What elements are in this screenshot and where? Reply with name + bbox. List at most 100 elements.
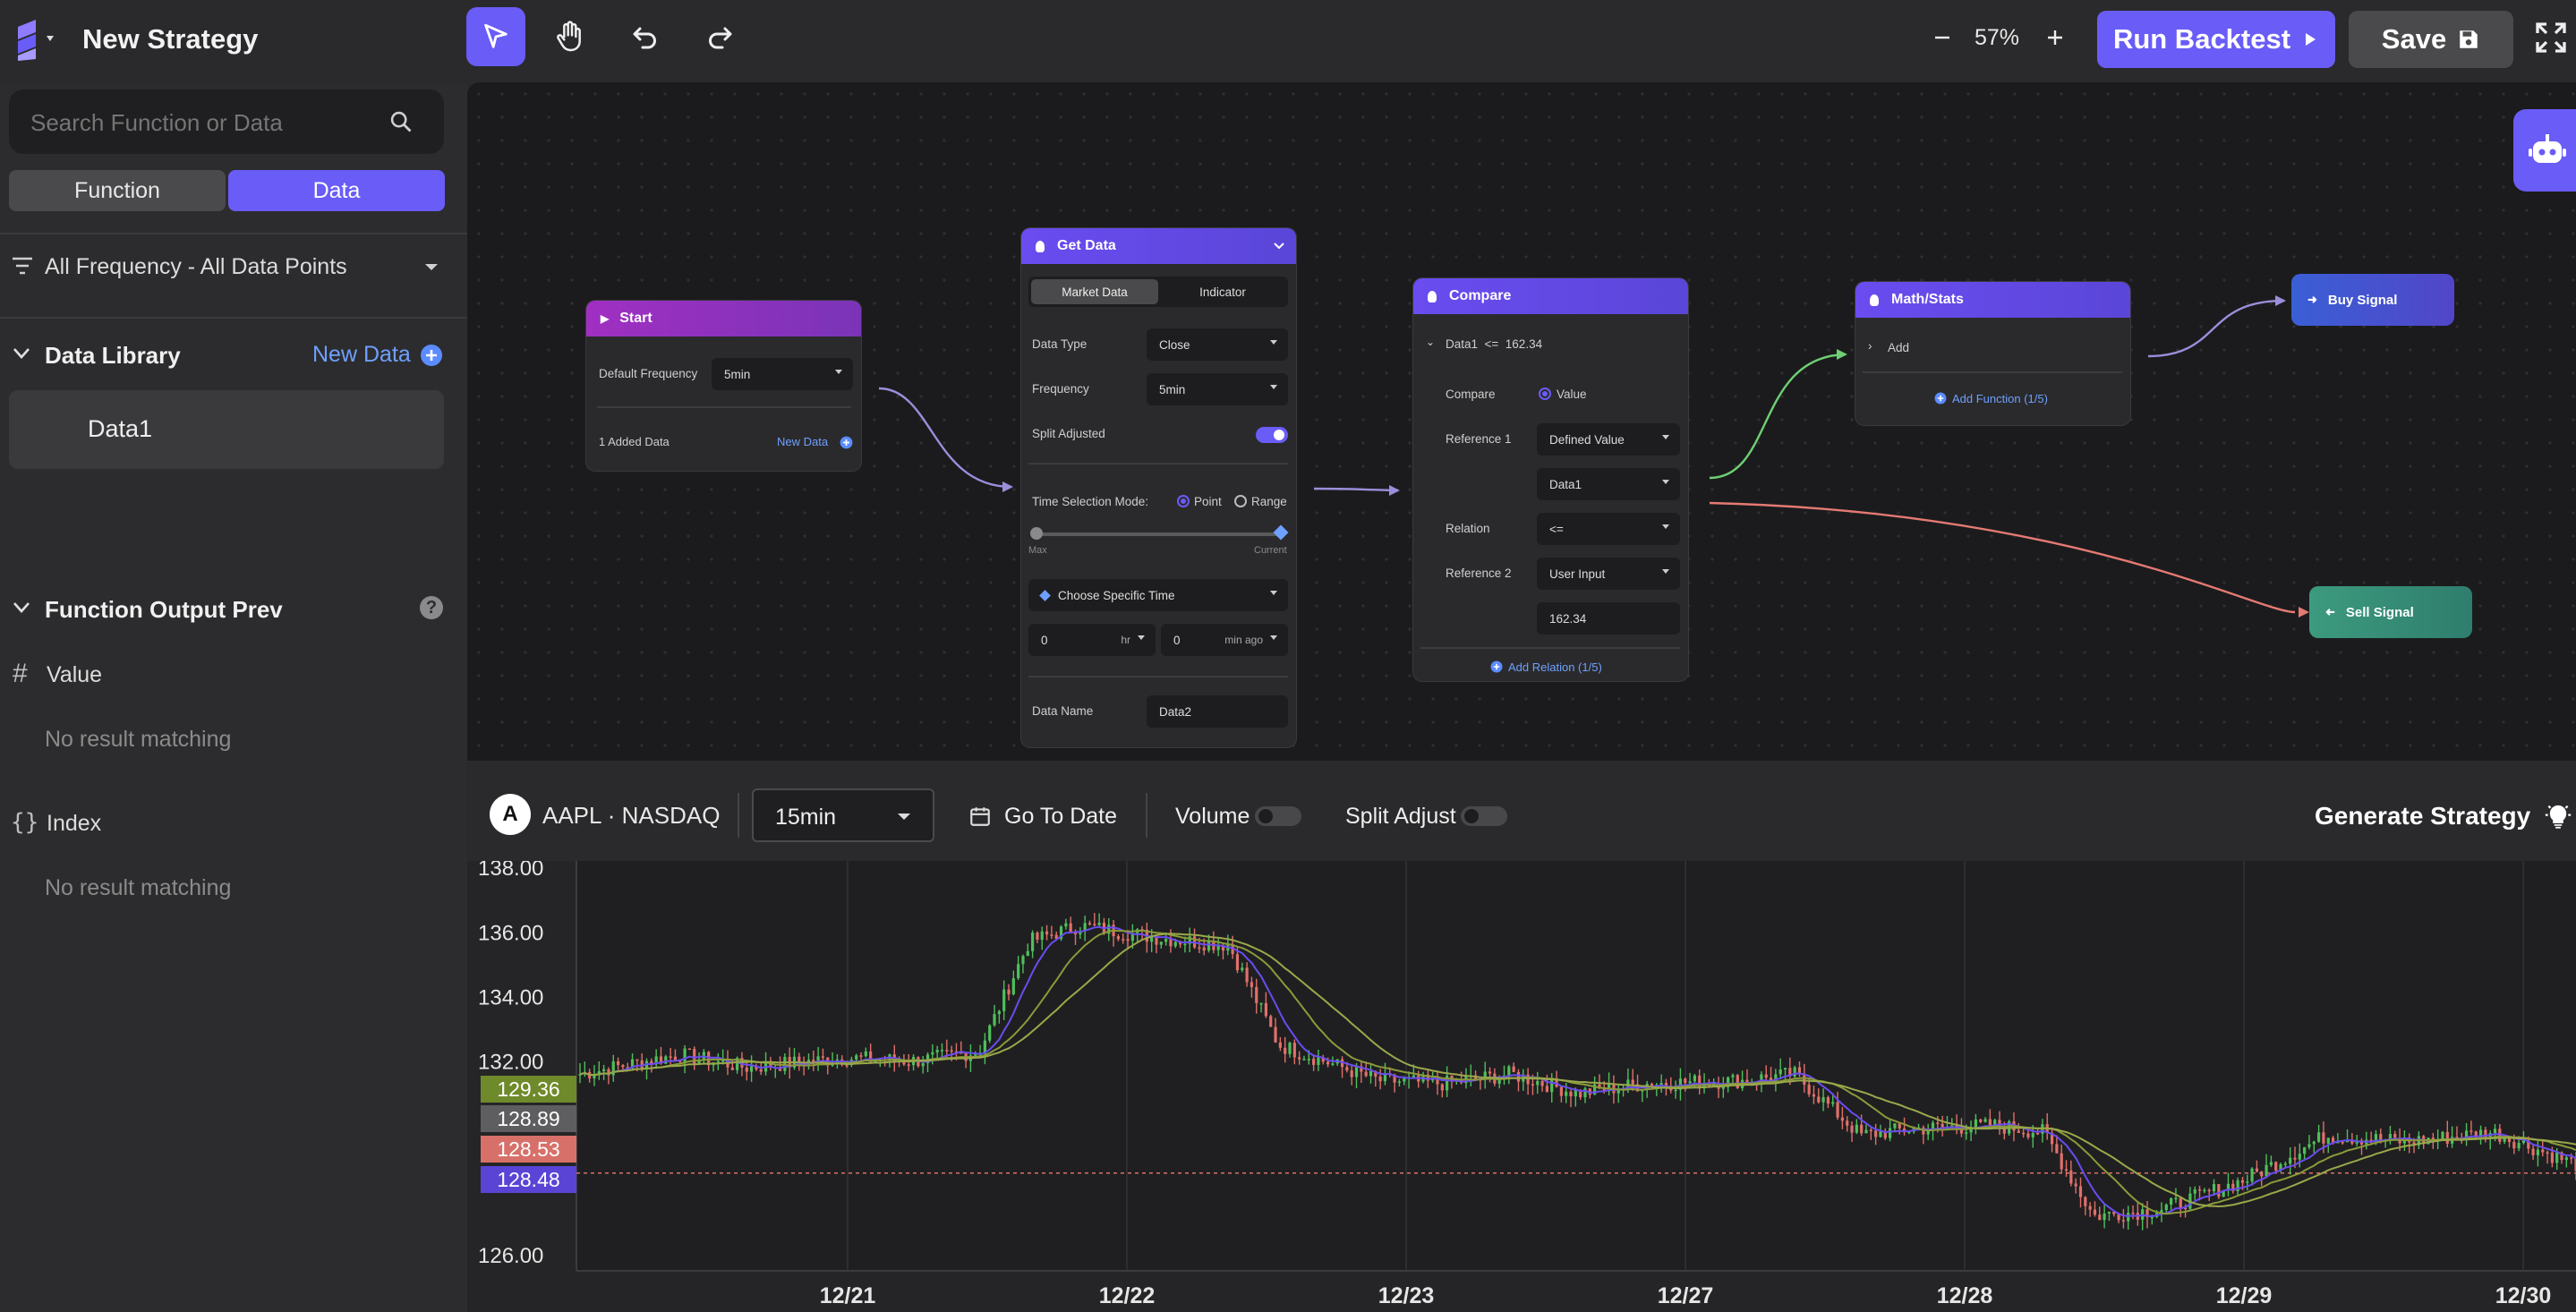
candle <box>2464 1130 2469 1140</box>
candle <box>1340 1059 1344 1068</box>
time-slider[interactable] <box>1030 524 1289 541</box>
strategy-canvas[interactable]: ▶ Start Default Frequency 5min 1 Added D… <box>467 82 2576 761</box>
candle <box>1760 1074 1763 1084</box>
strategy-title[interactable]: New Strategy <box>82 23 259 55</box>
math-item-add[interactable]: Add <box>1888 341 1910 354</box>
run-backtest-button[interactable]: Run Backtest <box>2097 11 2335 68</box>
get-data-divider <box>1028 463 1288 464</box>
candle <box>855 1055 858 1060</box>
diamond-icon <box>1039 589 1051 601</box>
default-frequency-select[interactable]: 5min <box>712 358 853 390</box>
start-node-header[interactable]: ▶ Start <box>586 301 861 337</box>
candle <box>960 1052 963 1054</box>
get-data-tabs: Market Data Indicator <box>1028 277 1288 307</box>
interval-select[interactable]: 15min <box>752 788 934 842</box>
reference2-input[interactable]: 162.34 <box>1537 602 1680 635</box>
zoom-in-button[interactable] <box>2037 20 2073 55</box>
hours-input[interactable]: 0 hr <box>1028 624 1156 656</box>
y-tick-label: 132.00 <box>478 1051 543 1075</box>
price-tag-ma-short: 128.48 <box>481 1166 576 1193</box>
tab-function[interactable]: Function <box>9 170 226 211</box>
split-adjust-toggle[interactable] <box>1461 806 1507 826</box>
tab-market-data[interactable]: Market Data <box>1031 279 1158 304</box>
start-new-data-link[interactable]: New Data <box>777 435 829 448</box>
mode-point-radio[interactable] <box>1177 495 1190 507</box>
redo-button[interactable] <box>692 9 747 64</box>
save-button[interactable]: Save <box>2349 11 2513 68</box>
candle <box>621 1065 625 1068</box>
candle <box>640 1060 644 1069</box>
redo-icon <box>709 27 732 49</box>
candle <box>1922 1127 1925 1135</box>
get-data-header[interactable]: Get Data <box>1021 228 1296 264</box>
fullscreen-button[interactable] <box>2529 16 2572 59</box>
reference2-select[interactable]: User Input <box>1537 558 1680 590</box>
value-section-label: Value <box>47 662 103 687</box>
chevron-down-icon[interactable]: ⌄ <box>1426 336 1436 348</box>
relation-label: Relation <box>1446 522 1490 535</box>
candle <box>2112 1212 2116 1214</box>
library-item[interactable]: Data1 <box>9 390 444 469</box>
assistant-bot-button[interactable] <box>2513 109 2576 192</box>
go-to-date-label: Go To Date <box>1004 803 1118 829</box>
candle <box>607 1069 610 1076</box>
volume-toggle[interactable] <box>1255 806 1301 826</box>
get-data-node[interactable]: Get Data Market Data Indicator Data Type… <box>1021 228 1296 747</box>
candle <box>750 1066 754 1072</box>
reference1-select[interactable]: Defined Value <box>1537 423 1680 456</box>
data-name-input[interactable]: Data2 <box>1147 695 1288 728</box>
add-relation-button[interactable]: Add Relation (1/5) <box>1490 658 1602 676</box>
select-tool-button[interactable] <box>466 7 525 66</box>
hand-tool-button[interactable] <box>542 9 598 64</box>
candle <box>2022 1132 2026 1135</box>
candle <box>1326 1061 1330 1065</box>
price-chart[interactable]: 12/21 12/22 12/23 12/27 12/28 12/29 12/30 138.0… <box>467 861 2576 1312</box>
candle <box>1040 931 1044 940</box>
math-stats-node[interactable]: Math/Stats › Add Add Function (1/5) <box>1855 282 2130 425</box>
math-stats-header[interactable]: Math/Stats <box>1855 282 2130 318</box>
chevron-right-icon[interactable]: › <box>1868 339 1872 353</box>
symbol-label[interactable]: AAPL · NASDAQ <box>542 802 721 829</box>
chevron-down-icon <box>425 264 438 270</box>
add-function-button[interactable]: Add Function (1/5) <box>1934 389 2048 407</box>
tab-data[interactable]: Data <box>228 170 445 211</box>
function-output-header[interactable]: Function Output Prev ? <box>0 585 467 632</box>
relation-select[interactable]: <= <box>1537 513 1680 545</box>
new-data-link[interactable]: New Data <box>312 342 411 367</box>
add-relation-label: Add Relation (1/5) <box>1508 660 1602 674</box>
compare-header[interactable]: Compare <box>1413 278 1688 314</box>
start-node[interactable]: ▶ Start Default Frequency 5min 1 Added D… <box>586 301 861 471</box>
undo-button[interactable] <box>618 9 673 64</box>
zoom-out-button[interactable] <box>1924 20 1960 55</box>
frequency-select[interactable]: 5min <box>1147 373 1288 405</box>
sidebar: Function Data All Frequency - All Data P… <box>0 82 467 1312</box>
help-icon[interactable]: ? <box>420 596 443 619</box>
sell-signal-node[interactable]: ➜ Sell Signal <box>2309 586 2472 638</box>
add-circle-icon[interactable] <box>840 436 853 449</box>
data-library-header[interactable]: Data Library New Data <box>0 331 467 378</box>
app-logo-icon[interactable] <box>13 20 59 61</box>
choose-time-select[interactable]: Choose Specific Time <box>1028 579 1288 611</box>
split-adjusted-toggle[interactable] <box>1256 427 1288 443</box>
candle <box>2484 1129 2487 1140</box>
candle <box>1235 954 1240 971</box>
compare-value-radio[interactable] <box>1539 388 1551 400</box>
search-box[interactable] <box>9 89 444 154</box>
search-icon[interactable] <box>388 109 414 134</box>
candle <box>2246 1181 2249 1183</box>
generate-strategy-button[interactable]: Generate Strategy <box>2315 798 2573 834</box>
x-tick-label: 12/29 <box>2216 1283 2273 1308</box>
data-type-select[interactable]: Close <box>1147 328 1288 361</box>
reference1-data-select[interactable]: Data1 <box>1537 468 1680 500</box>
search-input[interactable] <box>29 102 372 143</box>
minutes-input[interactable]: 0 min ago <box>1161 624 1288 656</box>
candle <box>1803 1073 1806 1085</box>
buy-signal-node[interactable]: ➜ Buy Signal <box>2291 274 2454 326</box>
mode-range-radio[interactable] <box>1234 495 1247 507</box>
chevron-down-icon[interactable] <box>1273 242 1285 251</box>
go-to-date-button[interactable]: Go To Date <box>968 798 1117 834</box>
frequency-filter[interactable]: All Frequency - All Data Points <box>0 236 467 297</box>
tab-indicator[interactable]: Indicator <box>1160 279 1285 304</box>
add-circle-icon[interactable] <box>420 344 443 367</box>
compare-node[interactable]: Compare ⌄ Data1 <= 162.34 Compare Value … <box>1413 278 1688 681</box>
